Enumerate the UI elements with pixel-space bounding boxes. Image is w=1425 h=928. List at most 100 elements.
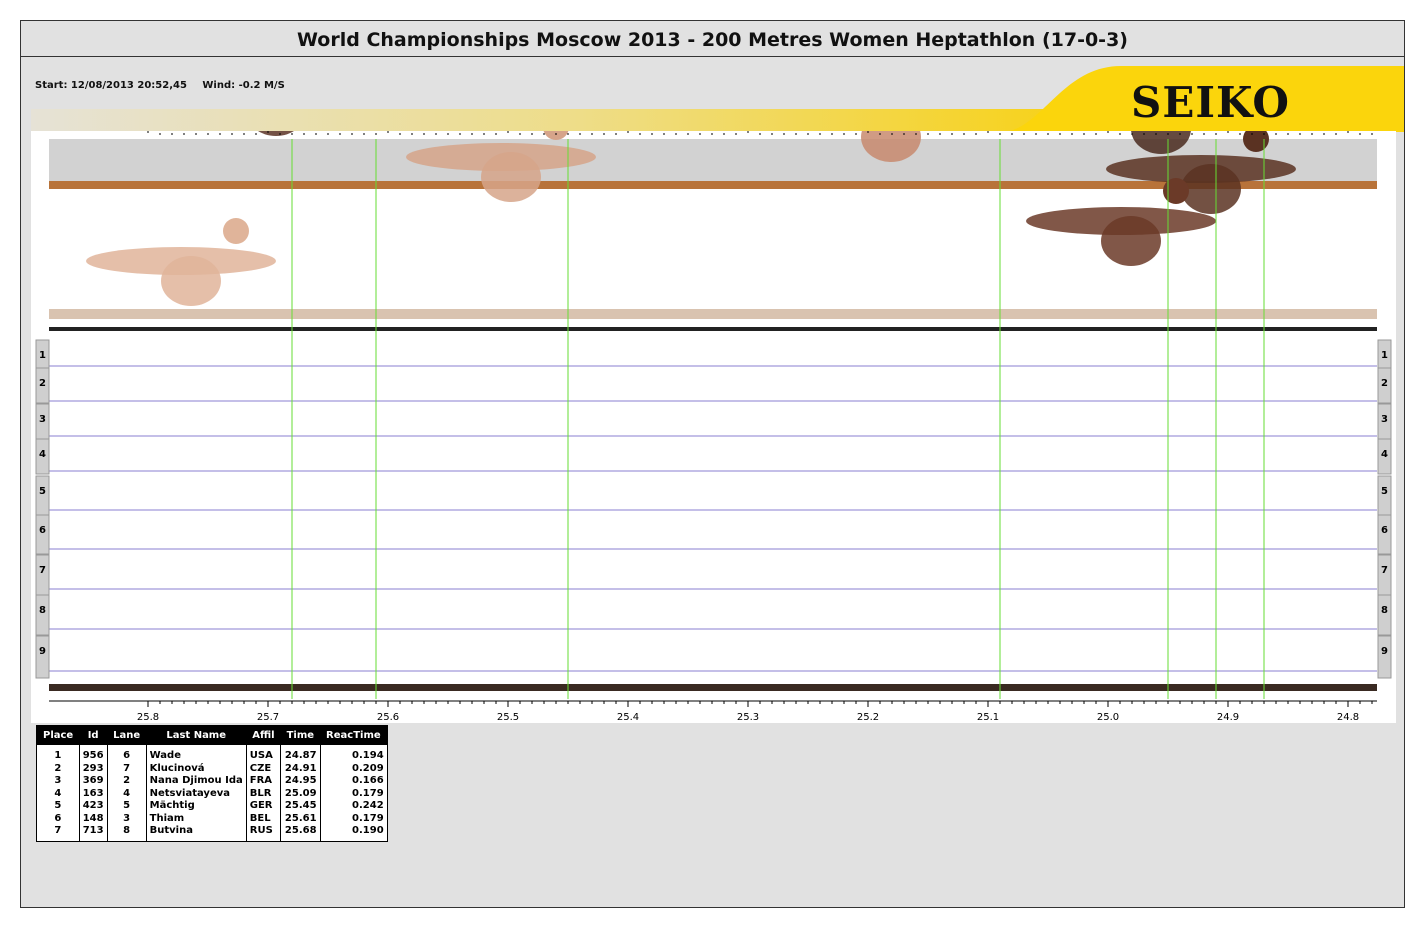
lane-label-right: 8 bbox=[1381, 605, 1388, 616]
axis-tick-label: 25.4 bbox=[617, 712, 639, 723]
infield-edge bbox=[49, 309, 1377, 319]
lane-label-right: 7 bbox=[1381, 565, 1388, 576]
photo-finish-report: World Championships Moscow 2013 - 200 Me… bbox=[20, 20, 1405, 908]
lane-label-right: 1 bbox=[1381, 350, 1388, 361]
lane-marker bbox=[35, 635, 50, 679]
table-cell: 4 bbox=[36, 787, 80, 800]
table-cell: 0.179 bbox=[319, 787, 388, 800]
axis-tick-label: 25.0 bbox=[1097, 712, 1119, 723]
axis-tick-label: 24.8 bbox=[1337, 712, 1359, 723]
table-cell: 6 bbox=[36, 812, 80, 825]
table-cell: 5 bbox=[36, 800, 80, 813]
table-cell: 25.68 bbox=[280, 825, 321, 841]
table-cell: Butvina bbox=[145, 825, 247, 841]
column-header: Place bbox=[36, 725, 80, 745]
athlete-head bbox=[1243, 131, 1269, 152]
column-header: Affil bbox=[246, 725, 281, 745]
lane-marker bbox=[1377, 438, 1392, 475]
table-cell: Klucinová bbox=[145, 762, 247, 775]
table-cell: 4 bbox=[106, 787, 147, 800]
athlete-torso bbox=[161, 256, 221, 306]
table-cell: 25.09 bbox=[280, 787, 321, 800]
table-cell: 1 bbox=[36, 745, 80, 763]
table-cell: 24.87 bbox=[280, 745, 321, 763]
table-row: 1 956 6 Wade USA 24.87 0.194 bbox=[36, 745, 388, 763]
table-cell: 956 bbox=[78, 745, 108, 763]
athlete-head bbox=[223, 218, 249, 244]
table-cell: 3 bbox=[36, 775, 80, 788]
table-row: 2 293 7 Klucinová CZE 24.91 0.209 bbox=[36, 762, 388, 775]
axis-tick-label: 25.6 bbox=[377, 712, 399, 723]
lane-label-left: 5 bbox=[39, 486, 46, 497]
column-header: ReacTime bbox=[320, 725, 388, 745]
table-cell: 293 bbox=[78, 762, 108, 775]
page-title: World Championships Moscow 2013 - 200 Me… bbox=[21, 21, 1404, 57]
table-cell: 0.209 bbox=[319, 762, 388, 775]
lane-label-right: 3 bbox=[1381, 414, 1388, 425]
athlete-head bbox=[543, 131, 569, 140]
table-cell: 2 bbox=[106, 775, 147, 788]
table-cell: 6 bbox=[106, 745, 147, 763]
bottom-line bbox=[49, 684, 1377, 691]
table-row: 3 369 2 Nana Djimou Ida FRA 24.95 0.166 bbox=[36, 775, 388, 788]
axis-tick-label: 25.7 bbox=[257, 712, 279, 723]
lane-label-right: 4 bbox=[1381, 449, 1388, 460]
lane-label-left: 4 bbox=[39, 449, 46, 460]
lane-marker bbox=[1377, 594, 1392, 636]
table-row: 4 163 4 Netsviatayeva BLR 25.09 0.179 bbox=[36, 787, 388, 800]
table-cell: FRA bbox=[245, 775, 281, 788]
table-cell: 148 bbox=[78, 812, 108, 825]
axis-tick-label: 25.3 bbox=[737, 712, 759, 723]
table-cell: Nana Djimou Ida bbox=[145, 775, 247, 788]
table-cell: Wade bbox=[145, 745, 247, 763]
table-cell: GER bbox=[245, 800, 281, 813]
table-cell: 7 bbox=[106, 762, 147, 775]
table-cell: 7 bbox=[36, 825, 80, 841]
table-cell: CZE bbox=[245, 762, 281, 775]
lane-marker bbox=[35, 367, 50, 404]
start-time: Start: 12/08/2013 20:52,45 bbox=[35, 80, 187, 91]
top-line bbox=[49, 327, 1377, 331]
lane-marker bbox=[35, 594, 50, 636]
table-cell: 713 bbox=[78, 825, 108, 841]
lane-label-right: 9 bbox=[1381, 646, 1388, 657]
lane-label-right: 6 bbox=[1381, 525, 1388, 536]
lane-label-left: 7 bbox=[39, 565, 46, 576]
column-header: Lane bbox=[107, 725, 147, 745]
column-header: Id bbox=[79, 725, 108, 745]
table-cell: 0.190 bbox=[319, 825, 388, 841]
table-cell: 25.61 bbox=[280, 812, 321, 825]
table-cell: RUS bbox=[245, 825, 281, 841]
lane-marker bbox=[1377, 367, 1392, 404]
photo-finish-image: 1 1 2 2 3 3 4 4 5 5 6 6 7 7 8 8 9 9 25.8 25.7 25.6 25.5 25.4 25… bbox=[31, 131, 1396, 723]
table-cell: 24.95 bbox=[280, 775, 321, 788]
table-cell: 8 bbox=[106, 825, 147, 841]
lane-label-left: 6 bbox=[39, 525, 46, 536]
lane-marker bbox=[1377, 514, 1392, 555]
table-cell: 3 bbox=[106, 812, 147, 825]
athlete-torso bbox=[1181, 164, 1241, 214]
table-cell: 0.166 bbox=[319, 775, 388, 788]
table-cell: BEL bbox=[245, 812, 281, 825]
axis-tick-label: 25.5 bbox=[497, 712, 519, 723]
table-row: 6 148 3 Thiam BEL 25.61 0.179 bbox=[36, 812, 388, 825]
table-cell: 0.194 bbox=[319, 745, 388, 763]
brand-swoosh bbox=[1001, 66, 1404, 132]
wind-reading: Wind: -0.2 M/S bbox=[202, 80, 285, 91]
table-cell: BLR bbox=[245, 787, 281, 800]
athlete-torso bbox=[1101, 216, 1161, 266]
lane-label-left: 3 bbox=[39, 414, 46, 425]
axis-tick-label: 24.9 bbox=[1217, 712, 1239, 723]
track-edge bbox=[49, 181, 1377, 189]
table-cell: USA bbox=[245, 745, 281, 763]
lane-label-left: 1 bbox=[39, 350, 46, 361]
athlete-torso bbox=[481, 152, 541, 202]
athlete-torso bbox=[861, 131, 921, 162]
column-header: Time bbox=[280, 725, 321, 745]
axis-tick-label: 25.2 bbox=[857, 712, 879, 723]
lane-marker bbox=[1377, 635, 1392, 679]
lane-label-right: 5 bbox=[1381, 486, 1388, 497]
table-row: 5 423 5 Mächtig GER 25.45 0.242 bbox=[36, 800, 388, 813]
table-cell: 25.45 bbox=[280, 800, 321, 813]
